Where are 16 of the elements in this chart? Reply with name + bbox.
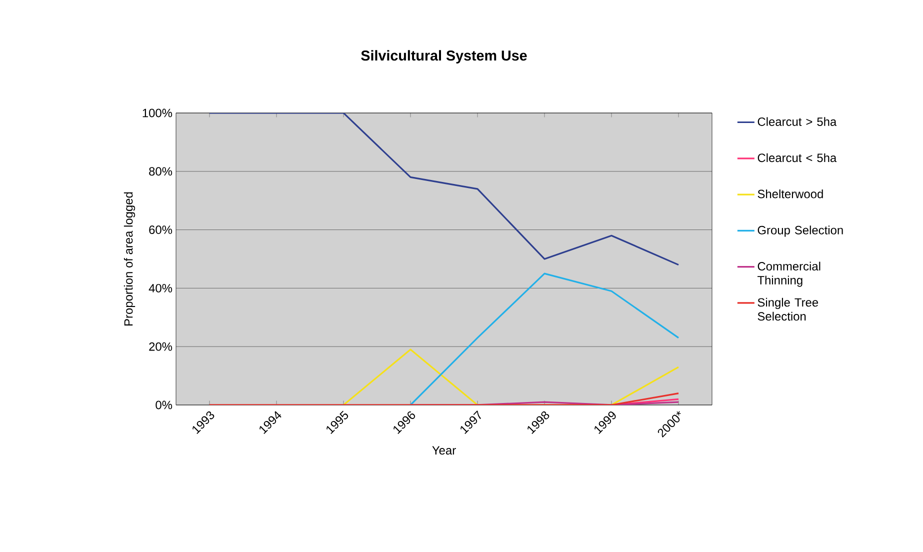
y-tick-label: 60% bbox=[149, 226, 172, 234]
legend-label: Commercial Thinning bbox=[757, 262, 820, 287]
y-tick-label: 40% bbox=[148, 284, 172, 292]
line-series bbox=[410, 272, 680, 405]
y-tick-label: 20% bbox=[149, 342, 172, 351]
x-axis-title: Year bbox=[432, 446, 456, 455]
legend-label: Clearcut < 5ha bbox=[758, 153, 837, 162]
chart-title: Silvicultural System Use bbox=[361, 50, 527, 64]
y-axis-title: Proportion of area logged bbox=[124, 192, 136, 326]
legend-label: Shelterwood bbox=[758, 189, 823, 198]
y-tick-label: 80% bbox=[149, 167, 172, 176]
y-tick-label: 100% bbox=[142, 108, 172, 118]
legend-label: Group Selection bbox=[758, 226, 843, 237]
legend-label: Single Tree Selection bbox=[758, 298, 818, 321]
legend-label: Clearcut > 5ha bbox=[758, 117, 837, 126]
y-tick-label: 0% bbox=[156, 400, 172, 410]
